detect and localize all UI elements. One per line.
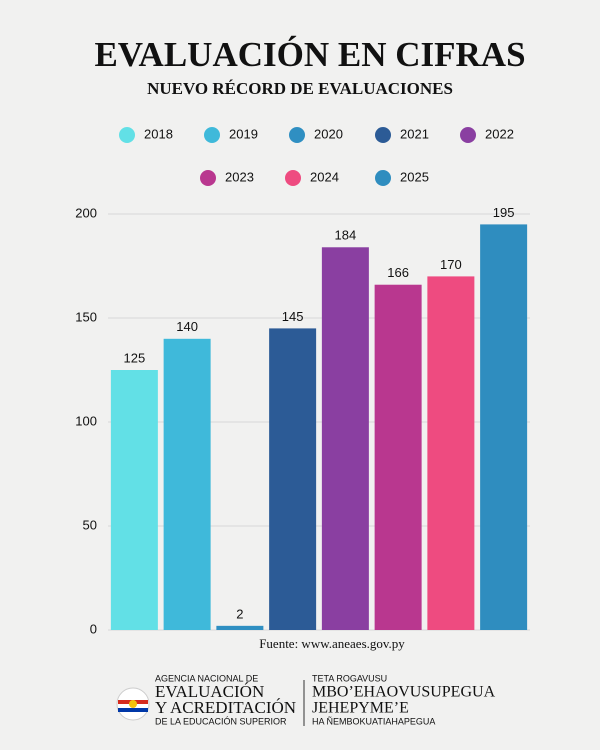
data-label: 125	[124, 350, 146, 365]
legend-label: 2018	[144, 126, 173, 141]
footer-text: DE LA EDUCACIÓN SUPERIOR	[155, 716, 287, 726]
chart-title: EVALUACIÓN EN CIFRAS	[94, 34, 525, 74]
bar	[427, 276, 475, 630]
footer-text: JEHEPYME’E	[312, 700, 409, 717]
legend-label: 2019	[229, 126, 258, 141]
footer-text: HA ÑEMBOKUATIAHAPEGUA	[312, 716, 435, 726]
legend-swatch	[119, 127, 135, 143]
data-label: 195	[493, 205, 515, 220]
y-tick-label: 150	[75, 309, 97, 324]
y-tick-label: 100	[75, 413, 97, 428]
footer-text: TETA ROGAVUSU	[312, 673, 387, 683]
data-label: 2	[236, 606, 243, 621]
y-tick-label: 50	[83, 517, 97, 532]
legend-swatch	[375, 170, 391, 186]
bar	[216, 625, 264, 630]
legend-label: 2025	[400, 169, 429, 184]
legend-label: 2024	[310, 169, 339, 184]
bar	[480, 224, 528, 630]
legend-label: 2020	[314, 126, 343, 141]
legend-swatch	[460, 127, 476, 143]
source: Fuente: www.aneaes.gov.py	[259, 636, 405, 651]
legend-swatch	[204, 127, 220, 143]
chart-subtitle: NUEVO RÉCORD DE EVALUACIONES	[147, 79, 453, 98]
data-label: 145	[282, 309, 304, 324]
y-tick-label: 200	[75, 205, 97, 220]
bar	[163, 338, 211, 630]
legend-label: 2022	[485, 126, 514, 141]
data-label: 140	[176, 319, 198, 334]
logo	[116, 680, 305, 726]
legend-swatch	[375, 127, 391, 143]
legend-swatch	[200, 170, 216, 186]
bar	[374, 284, 422, 630]
legend-label: 2023	[225, 169, 254, 184]
y-tick-label: 0	[90, 621, 97, 636]
data-label: 184	[335, 228, 357, 243]
legend-label: 2021	[400, 126, 429, 141]
footer-text: EVALUACIÓN	[155, 682, 264, 701]
footer-text: AGENCIA NACIONAL DE	[155, 673, 258, 683]
bar	[321, 247, 369, 630]
bar	[110, 370, 158, 630]
legend-swatch	[289, 127, 305, 143]
legend-swatch	[285, 170, 301, 186]
data-label: 166	[387, 265, 409, 280]
bar	[269, 328, 317, 630]
data-label: 170	[440, 257, 462, 272]
footer-text: MBO’EHAOVUSUPEGUA	[312, 684, 496, 701]
footer-text: Y ACREDITACIÓN	[155, 698, 296, 717]
